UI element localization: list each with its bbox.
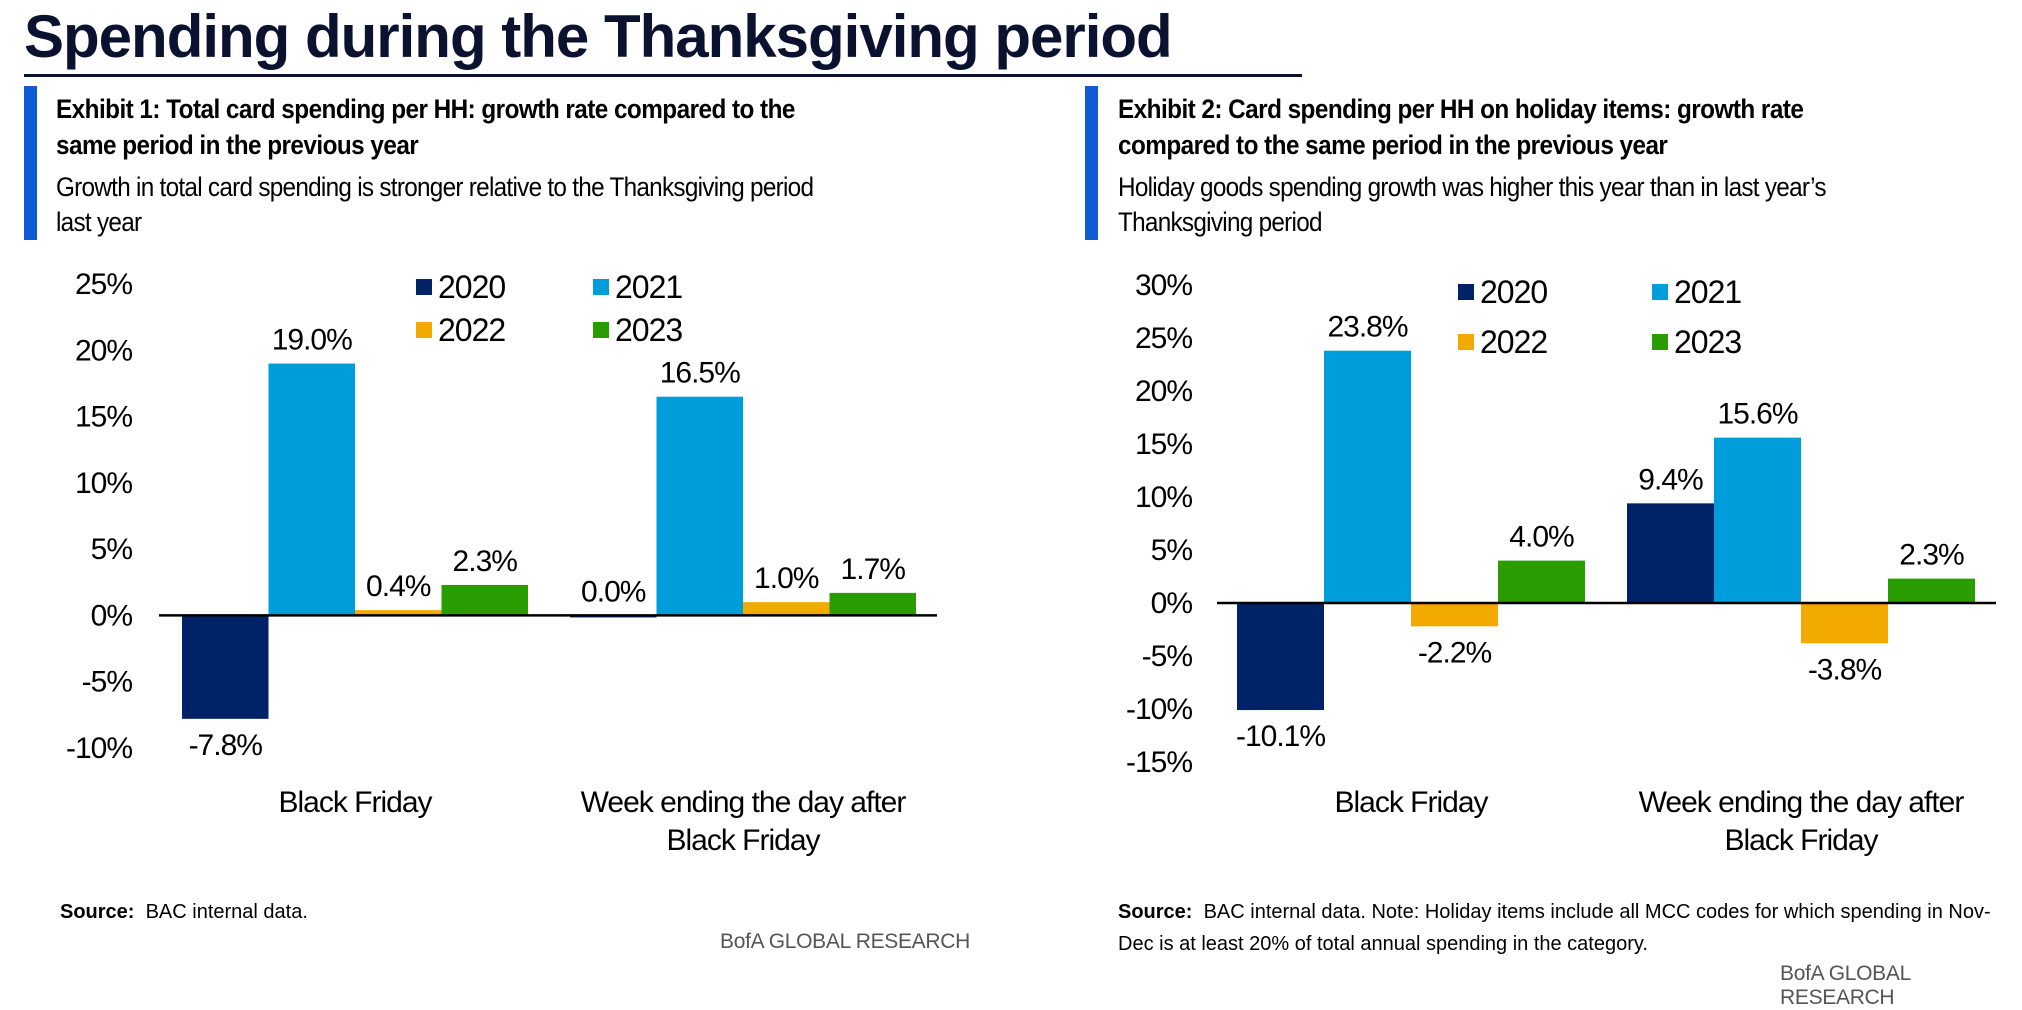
x-category-label: Week ending the day after — [1639, 786, 1965, 819]
data-label: 0.0% — [581, 575, 646, 608]
y-tick-label: 25% — [75, 268, 132, 301]
bar-2021 — [1324, 350, 1411, 603]
title-underline — [24, 74, 1302, 77]
legend-label: 2023 — [1674, 324, 1741, 360]
legend-swatch-2023 — [593, 322, 609, 338]
bar-2023 — [1498, 560, 1585, 603]
exhibit-1-subtitle-line2: last year — [56, 207, 142, 237]
exhibit-1-source: Source: BAC internal data. — [60, 896, 308, 928]
y-tick-label: 5% — [1151, 534, 1193, 567]
data-label: 16.5% — [660, 357, 740, 390]
y-tick-label: 0% — [91, 599, 133, 632]
x-category-label: Black Friday — [1334, 786, 1488, 819]
exhibit-1-subtitle-line1: Growth in total card spending is stronge… — [56, 172, 814, 202]
exhibit-2-subtitle-line2: Thanksgiving period — [1118, 207, 1323, 237]
bar-2022 — [743, 602, 830, 616]
legend-swatch-2023 — [1652, 334, 1668, 350]
exhibit-2-title-line2: compared to the same period in the previ… — [1118, 130, 1668, 160]
legend-label: 2020 — [1480, 274, 1547, 310]
bar-2022 — [1411, 603, 1498, 627]
bar-2022 — [1801, 603, 1888, 644]
x-category-label: Black Friday — [278, 786, 432, 819]
y-tick-label: -15% — [1126, 746, 1192, 779]
data-label: 23.8% — [1327, 311, 1407, 344]
exhibit-2-source-label: Source: — [1118, 901, 1193, 923]
data-label: 1.7% — [841, 553, 906, 586]
bar-2022 — [355, 610, 442, 616]
y-tick-label: 20% — [75, 334, 132, 367]
legend-swatch-2021 — [593, 279, 609, 295]
exhibit-2-accent-bar — [1085, 86, 1098, 240]
y-tick-label: 20% — [1135, 375, 1192, 408]
data-label: -10.1% — [1236, 720, 1325, 753]
bar-2020 — [182, 615, 269, 719]
exhibit-1-title-line2: same period in the previous year — [56, 130, 419, 160]
y-tick-label: -10% — [66, 732, 132, 765]
legend-label: 2020 — [438, 269, 505, 305]
data-label: 2.3% — [453, 545, 518, 578]
exhibit-2-title-line1: Exhibit 2: Card spending per HH on holid… — [1118, 94, 1804, 124]
data-label: 1.0% — [754, 562, 819, 595]
bar-2021 — [1714, 437, 1801, 603]
exhibit-2-source: Source: BAC internal data. Note: Holiday… — [1118, 896, 1991, 960]
exhibit-2-brand: BofA GLOBAL RESEARCH — [1780, 962, 1911, 1009]
y-tick-label: 15% — [75, 401, 132, 434]
y-tick-label: 25% — [1135, 322, 1192, 355]
y-tick-label: 5% — [91, 533, 133, 566]
exhibit-2-source-text-line2: Dec is at least 20% of total annual spen… — [1118, 933, 1648, 955]
y-tick-label: 30% — [1135, 269, 1192, 302]
legend-label: 2021 — [1674, 274, 1741, 310]
exhibit-2-subtitle-line1: Holiday goods spending growth was higher… — [1118, 172, 1827, 202]
data-label: 15.6% — [1717, 398, 1797, 431]
page-title: Spending during the Thanksgiving period — [24, 3, 1173, 70]
data-label: 2.3% — [1899, 539, 1964, 572]
data-label: 4.0% — [1509, 521, 1574, 554]
legend-label: 2021 — [615, 269, 682, 305]
legend-label: 2022 — [1480, 324, 1547, 360]
data-label: -3.8% — [1808, 653, 1882, 686]
y-tick-label: -10% — [1126, 693, 1192, 726]
data-label: 0.4% — [366, 570, 431, 603]
y-tick-label: -5% — [82, 666, 133, 699]
bar-2021 — [268, 363, 355, 616]
exhibit-1-brand: BofA GLOBAL RESEARCH — [720, 930, 970, 953]
exhibit-1-source-text: BAC internal data. — [145, 901, 308, 923]
legend-label: 2022 — [438, 312, 505, 348]
bar-2023 — [829, 592, 916, 616]
data-label: 9.4% — [1638, 463, 1703, 496]
x-category-label: Week ending the day after — [581, 786, 907, 819]
x-category-label: Black Friday — [666, 824, 820, 857]
exhibit-1-source-label: Source: — [60, 901, 135, 923]
bar-2023 — [441, 584, 528, 616]
bar-2020 — [1627, 503, 1714, 603]
legend-swatch-2020 — [1458, 284, 1474, 300]
legend-swatch-2021 — [1652, 284, 1668, 300]
legend-swatch-2022 — [1458, 334, 1474, 350]
exhibit-1-accent-bar — [24, 86, 37, 240]
exhibit-1-title-line1: Exhibit 1: Total card spending per HH: g… — [56, 94, 795, 124]
bar-2023 — [1888, 578, 1975, 603]
data-label: -2.2% — [1418, 636, 1492, 669]
exhibit-2-source-text-line1: BAC internal data. Note: Holiday items i… — [1203, 901, 1991, 923]
legend-swatch-2020 — [416, 279, 432, 295]
y-tick-label: -5% — [1142, 640, 1193, 673]
x-category-label: Black Friday — [1724, 824, 1878, 857]
bar-2021 — [656, 396, 743, 616]
data-label: 19.0% — [272, 324, 352, 357]
y-tick-label: 10% — [75, 467, 132, 500]
legend-swatch-2022 — [416, 322, 432, 338]
bar-2020 — [1237, 603, 1324, 711]
y-tick-label: 10% — [1135, 481, 1192, 514]
y-tick-label: 0% — [1151, 587, 1193, 620]
y-tick-label: 15% — [1135, 428, 1192, 461]
data-label: -7.8% — [189, 729, 263, 762]
legend-label: 2023 — [615, 312, 682, 348]
